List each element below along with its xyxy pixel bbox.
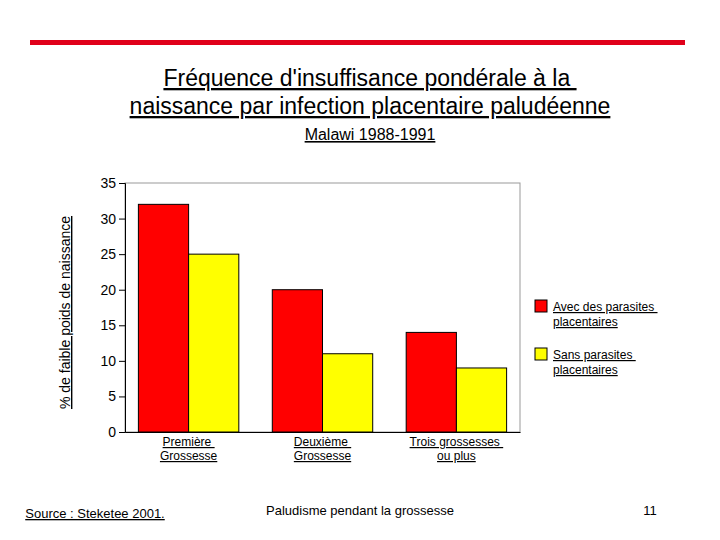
tick-mark <box>119 325 125 326</box>
footer-text: Paludisme pendant la grossesse <box>266 503 454 518</box>
text-line: Sans parasites <box>553 348 636 362</box>
text-line: placentaires <box>553 363 618 377</box>
text-line: Grossesse <box>160 449 218 463</box>
tick: Deuxième Grossesse <box>294 432 352 463</box>
tick-mark <box>119 361 125 362</box>
bars <box>138 204 506 432</box>
tick-label: Deuxième Grossesse <box>294 435 352 463</box>
text-line: Avec des parasites <box>553 300 658 314</box>
bar <box>456 368 506 432</box>
tick-mark <box>119 290 125 291</box>
tick: 5 <box>108 388 125 404</box>
tick: 20 <box>100 282 125 298</box>
top-rule <box>30 40 685 45</box>
tick-label: 25 <box>100 246 116 262</box>
tick-label: 35 <box>100 175 116 191</box>
tick-mark <box>119 432 125 433</box>
text-line: Deuxième <box>294 435 351 449</box>
bar <box>406 332 456 432</box>
tick: Première Grossesse <box>160 432 218 463</box>
text-line: Fréquence d'insuffisance pondérale à la <box>163 65 576 91</box>
bar <box>323 354 373 432</box>
tick: 30 <box>100 211 125 227</box>
text-line: placentaires <box>553 315 618 329</box>
tick-label: 5 <box>108 388 116 404</box>
text-line: naissance par infection placentaire palu… <box>130 93 611 119</box>
tick-mark <box>119 396 125 397</box>
bar <box>272 290 322 432</box>
slide: Fréquence d'insuffisance pondérale à la … <box>0 0 720 540</box>
tick-label: Première Grossesse <box>160 435 218 463</box>
footer-text: Source : Steketee 2001. <box>25 506 164 521</box>
x-axis-line <box>126 432 521 433</box>
legend-swatch <box>535 300 547 312</box>
title: Fréquence d'insuffisance pondérale à la … <box>130 65 611 119</box>
tick-label: 0 <box>108 424 116 440</box>
text-line: Trois grossesses <box>410 435 504 449</box>
legend-label: Sans parasites placentaires <box>553 348 636 377</box>
bar <box>138 204 188 432</box>
legend: Avec des parasites placentairesSans para… <box>535 300 658 377</box>
tick-label: 10 <box>100 353 116 369</box>
bar <box>189 254 239 432</box>
tick: Trois grossesses ou plus <box>410 432 504 463</box>
plot-frame <box>125 183 520 432</box>
footer-text: 11 <box>643 503 657 518</box>
text-line: Grossesse <box>294 449 352 463</box>
text-line: ou plus <box>437 449 476 463</box>
tick-label: 20 <box>100 282 116 298</box>
tick-mark <box>119 183 125 184</box>
y-axis-line <box>119 184 126 433</box>
tick: 25 <box>100 246 125 262</box>
legend-label: Avec des parasites placentaires <box>553 300 658 329</box>
tick: 15 <box>100 317 125 333</box>
x-axis: Première GrossesseDeuxième GrossesseTroi… <box>126 432 521 463</box>
y-axis-title: % de faible poids de naissance <box>57 216 73 409</box>
text-line: Première <box>163 435 215 449</box>
tick-mark <box>119 254 125 255</box>
legend-swatch <box>535 348 547 360</box>
subtitle: Malawi 1988-1991 <box>305 126 436 143</box>
tick-label: Trois grossesses ou plus <box>410 435 504 463</box>
tick: 35 <box>100 175 125 191</box>
tick-label: 15 <box>100 317 116 333</box>
y-axis: 0 5 10 15 20 25 30 35 <box>100 175 125 440</box>
tick: 0 <box>108 424 125 440</box>
tick: 10 <box>100 353 125 369</box>
tick-mark <box>119 219 125 220</box>
tick-label: 30 <box>100 211 116 227</box>
